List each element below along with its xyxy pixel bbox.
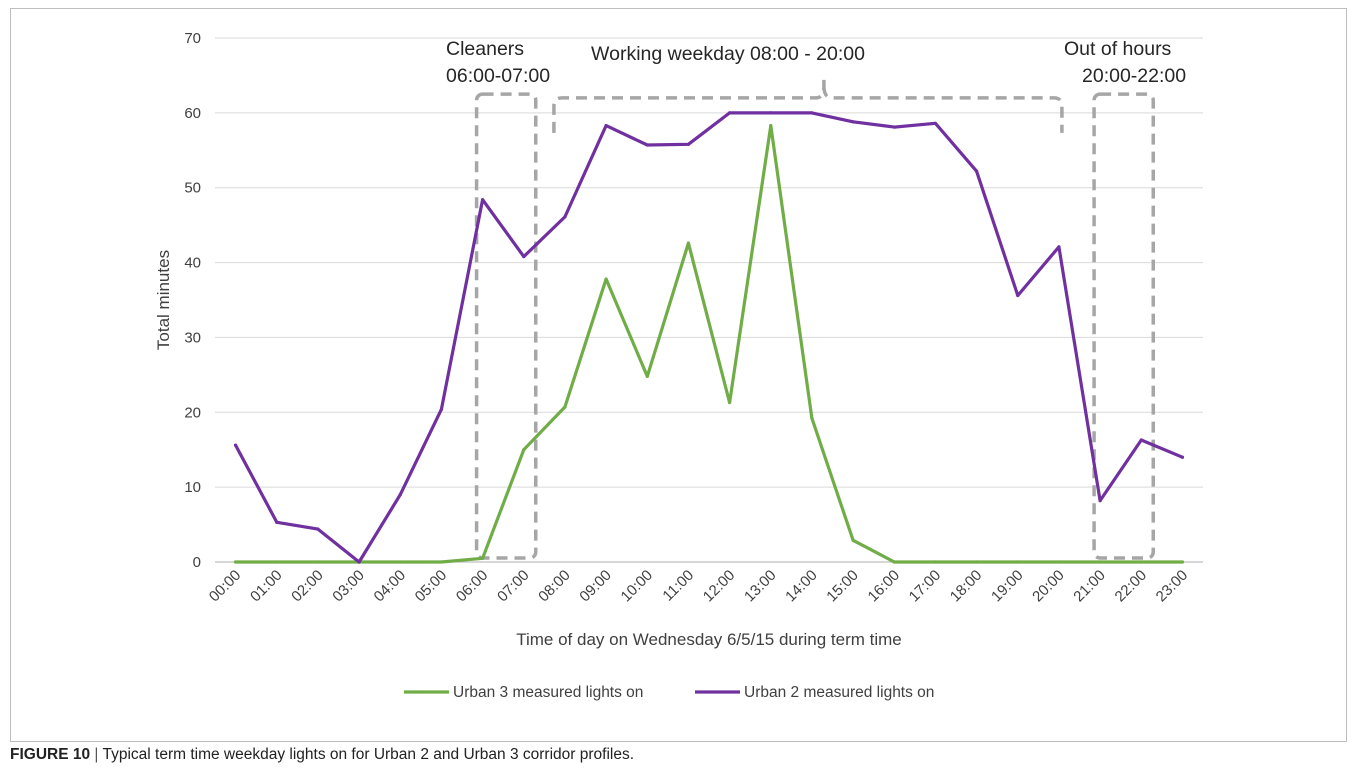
x-tick-label-1400: 14:00: [782, 567, 821, 606]
x-tick-label-2200: 22:00: [1112, 567, 1151, 606]
data-point-s2-0500: [439, 407, 444, 411]
data-point-s2-1500: [851, 120, 855, 124]
y-tick-label-20: 20: [184, 404, 201, 421]
annotation-label-cleaners-0: Cleaners: [446, 38, 524, 60]
data-point-s1-1700: [933, 560, 938, 564]
x-tick-label-0200: 02:00: [288, 567, 327, 606]
data-point-s2-2300: [1180, 455, 1185, 459]
data-point-s1-1100: [686, 241, 691, 245]
caption-separator: |: [90, 746, 103, 763]
data-point-s1-1400: [810, 416, 814, 420]
data-point-s1-0100: [275, 560, 279, 564]
x-tick-label-0500: 05:00: [412, 567, 451, 606]
data-point-s1-0800: [563, 405, 567, 409]
data-point-s2-0800: [563, 215, 567, 219]
y-axis-title: Total minutes: [154, 250, 173, 350]
series-line-2: [234, 111, 1185, 564]
x-tick-label-1800: 18:00: [947, 567, 986, 606]
y-tick-label-60: 60: [184, 105, 201, 122]
annotation-brace-working: [552, 79, 1064, 133]
data-point-s1-1800: [974, 560, 979, 564]
x-tick-label-0700: 07:00: [494, 567, 533, 606]
data-point-s1-1000: [645, 374, 649, 378]
x-tick-label-0300: 03:00: [329, 567, 368, 606]
data-point-s1-2000: [1057, 560, 1061, 564]
legend-label-1: Urban 3 measured lights on: [453, 684, 643, 701]
caption-text: Typical term time weekday lights on for …: [102, 746, 635, 763]
y-tick-label-50: 50: [184, 180, 201, 197]
data-point-s1-0600: [480, 556, 485, 560]
annotation-box-cleaners: [474, 92, 538, 560]
annotation-label-out-of-hours-1: 20:00-22:00: [1082, 65, 1186, 87]
x-tick-label-0400: 04:00: [371, 567, 410, 606]
data-point-s2-1100: [686, 142, 691, 146]
data-point-s1-2300: [1180, 560, 1185, 564]
data-point-s2-2200: [1139, 438, 1143, 442]
data-point-s2-0100: [275, 520, 279, 524]
data-point-s2-1800: [974, 169, 979, 173]
series-line-1: [234, 123, 1185, 564]
x-tick-label-1900: 19:00: [988, 567, 1027, 606]
x-tick-label-0900: 09:00: [576, 567, 615, 606]
data-point-s1-2200: [1139, 560, 1143, 564]
x-tick-label-1500: 15:00: [823, 567, 862, 606]
data-point-s2-0200: [316, 527, 320, 531]
x-tick-label-0800: 08:00: [535, 567, 574, 606]
data-point-s2-0400: [398, 493, 402, 497]
x-tick-label-0600: 06:00: [453, 567, 492, 606]
x-tick-label-0000: 00:00: [206, 567, 245, 606]
x-tick-label-2100: 21:00: [1070, 567, 1109, 606]
data-point-s2-0000: [233, 443, 238, 447]
line-chart: 0 10 20 30 40 50 60 70 00:00 01:00 02:00 03:00 04:00…: [154, 30, 1203, 701]
data-point-s2-0700: [522, 254, 526, 259]
data-point-s2-1900: [1016, 293, 1020, 298]
data-point-s1-0700: [522, 448, 526, 452]
x-tick-label-1700: 17:00: [906, 567, 945, 606]
y-tick-label-70: 70: [184, 30, 201, 47]
annotation-label-out-of-hours-0: Out of hours: [1064, 38, 1172, 60]
annotation-label-working-0: Working weekday 08:00 - 20:00: [591, 43, 865, 65]
data-point-s1-0200: [316, 560, 320, 564]
y-tick-label-40: 40: [184, 255, 201, 272]
data-point-s1-0900: [604, 277, 608, 281]
data-point-s1-1900: [1016, 560, 1020, 564]
data-point-s2-1600: [892, 125, 896, 129]
data-point-s2-1000: [645, 143, 649, 147]
x-tick-label-1200: 12:00: [700, 567, 739, 606]
data-point-s1-0500: [439, 560, 444, 564]
data-point-s1-1200: [727, 400, 732, 405]
data-point-s1-1500: [851, 538, 855, 542]
x-axis-title: Time of day on Wednesday 6/5/15 during t…: [516, 630, 902, 649]
legend-label-2: Urban 2 measured lights on: [744, 684, 934, 701]
figure-frame: [10, 8, 1347, 742]
data-point-s2-0300: [357, 560, 361, 564]
caption-label: FIGURE 10: [10, 746, 91, 763]
x-tick-label-0100: 01:00: [247, 567, 286, 606]
data-point-s1-0000: [233, 560, 238, 564]
x-tick-label-2300: 23:00: [1153, 567, 1192, 606]
data-point-s2-1300: [769, 111, 773, 115]
data-point-s2-0600: [480, 198, 485, 202]
x-tick-label-2000: 20:00: [1029, 567, 1068, 606]
annotation-label-cleaners-1: 06:00-07:00: [446, 65, 550, 87]
x-tick-label-1000: 10:00: [618, 567, 657, 606]
data-point-s2-1200: [727, 111, 732, 115]
figure-caption: FIGURE 10 | Typical term time weekday li…: [10, 746, 1345, 764]
data-point-s1-0400: [398, 560, 402, 564]
data-point-s2-2000: [1057, 245, 1061, 249]
data-point-s2-0900: [604, 123, 608, 128]
data-point-s2-1700: [933, 121, 938, 125]
x-tick-label-1100: 11:00: [659, 567, 697, 605]
y-tick-label-0: 0: [193, 554, 201, 571]
y-tick-label-10: 10: [184, 479, 201, 496]
data-point-s1-2100: [1098, 560, 1102, 564]
data-point-s1-1600: [892, 560, 896, 564]
data-point-s2-1400: [810, 111, 814, 115]
data-point-s2-2100: [1098, 499, 1102, 503]
data-point-s1-1300: [769, 123, 773, 128]
x-tick-label-1600: 16:00: [865, 567, 904, 606]
y-tick-label-30: 30: [184, 329, 201, 346]
annotation-box-out-of-hours: [1092, 92, 1156, 560]
x-tick-label-1300: 13:00: [741, 567, 780, 606]
